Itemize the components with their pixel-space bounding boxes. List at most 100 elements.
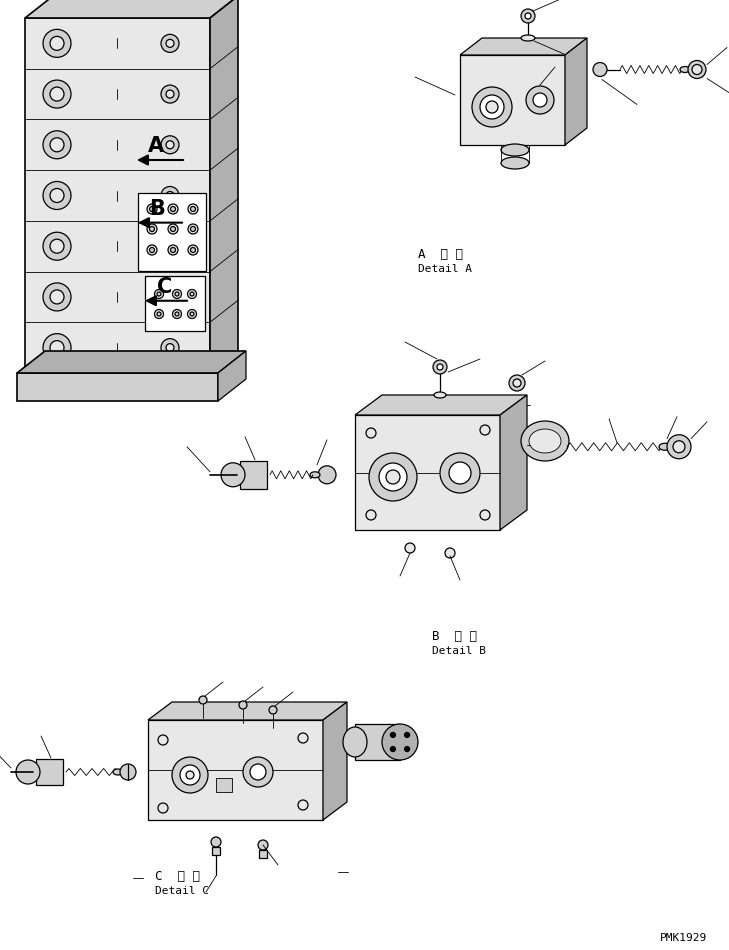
Circle shape: [480, 510, 490, 520]
Circle shape: [166, 141, 174, 149]
Text: Detail B: Detail B: [432, 646, 486, 656]
Circle shape: [190, 248, 195, 253]
Circle shape: [161, 338, 179, 356]
Circle shape: [168, 204, 178, 214]
Ellipse shape: [501, 157, 529, 169]
Circle shape: [525, 13, 531, 19]
Circle shape: [50, 239, 64, 254]
Circle shape: [405, 732, 410, 737]
Circle shape: [298, 800, 308, 810]
Circle shape: [593, 63, 607, 77]
Circle shape: [472, 87, 512, 127]
Text: B  詳 細: B 詳 細: [432, 630, 477, 643]
Circle shape: [43, 80, 71, 108]
Circle shape: [161, 186, 179, 204]
Ellipse shape: [529, 429, 561, 453]
Circle shape: [186, 771, 194, 779]
Ellipse shape: [521, 35, 535, 41]
Text: C  詳 細: C 詳 細: [155, 870, 200, 883]
Circle shape: [161, 86, 179, 103]
Circle shape: [190, 206, 195, 212]
Circle shape: [158, 803, 168, 813]
Circle shape: [318, 466, 336, 484]
Text: Detail C: Detail C: [155, 886, 209, 896]
Circle shape: [16, 760, 40, 784]
Circle shape: [480, 425, 490, 435]
Circle shape: [405, 747, 410, 751]
Circle shape: [188, 204, 198, 214]
Circle shape: [667, 435, 691, 459]
Circle shape: [50, 87, 64, 101]
Circle shape: [521, 9, 535, 23]
Circle shape: [50, 188, 64, 202]
Circle shape: [43, 333, 71, 362]
Circle shape: [175, 312, 179, 316]
Circle shape: [480, 95, 504, 119]
Circle shape: [405, 543, 415, 553]
Circle shape: [166, 293, 174, 301]
Polygon shape: [355, 415, 500, 530]
Circle shape: [147, 204, 157, 214]
Text: Detail A: Detail A: [418, 264, 472, 274]
Circle shape: [243, 757, 273, 787]
Circle shape: [673, 441, 685, 453]
Circle shape: [190, 226, 195, 232]
Circle shape: [509, 375, 525, 391]
Ellipse shape: [680, 66, 690, 72]
Circle shape: [190, 312, 194, 316]
Ellipse shape: [501, 144, 529, 156]
Circle shape: [533, 93, 547, 107]
Circle shape: [250, 764, 266, 780]
Circle shape: [157, 292, 161, 296]
Ellipse shape: [434, 392, 446, 398]
Circle shape: [486, 101, 498, 113]
Circle shape: [366, 510, 376, 520]
Circle shape: [187, 290, 197, 298]
Ellipse shape: [343, 727, 367, 757]
Polygon shape: [355, 724, 400, 760]
Polygon shape: [25, 0, 238, 18]
Circle shape: [173, 290, 182, 298]
Circle shape: [171, 206, 176, 212]
Circle shape: [155, 310, 163, 318]
Polygon shape: [240, 461, 267, 489]
Polygon shape: [210, 0, 238, 373]
Circle shape: [166, 192, 174, 200]
Ellipse shape: [113, 769, 123, 775]
Circle shape: [50, 36, 64, 50]
Circle shape: [188, 224, 198, 234]
Polygon shape: [145, 276, 205, 331]
Polygon shape: [218, 351, 246, 401]
Circle shape: [166, 344, 174, 352]
Circle shape: [43, 283, 71, 311]
Circle shape: [269, 706, 277, 714]
Circle shape: [149, 206, 155, 212]
Circle shape: [43, 131, 71, 159]
Polygon shape: [460, 38, 587, 55]
Polygon shape: [138, 193, 206, 271]
Circle shape: [433, 360, 447, 374]
Text: B: B: [149, 199, 165, 218]
Polygon shape: [355, 395, 527, 415]
Circle shape: [391, 732, 395, 737]
Circle shape: [298, 733, 308, 743]
Circle shape: [161, 288, 179, 306]
Circle shape: [386, 470, 400, 484]
Polygon shape: [323, 702, 347, 820]
Circle shape: [391, 747, 395, 751]
Circle shape: [437, 364, 443, 370]
Polygon shape: [460, 55, 565, 145]
Text: PMK1929: PMK1929: [660, 933, 707, 943]
Circle shape: [158, 735, 168, 745]
Circle shape: [513, 379, 521, 387]
Circle shape: [526, 86, 554, 114]
Circle shape: [175, 292, 179, 296]
Polygon shape: [17, 351, 246, 373]
Ellipse shape: [521, 421, 569, 461]
Circle shape: [161, 34, 179, 52]
Circle shape: [199, 696, 207, 704]
Circle shape: [157, 312, 161, 316]
Circle shape: [43, 181, 71, 210]
Circle shape: [50, 341, 64, 354]
Circle shape: [440, 453, 480, 493]
